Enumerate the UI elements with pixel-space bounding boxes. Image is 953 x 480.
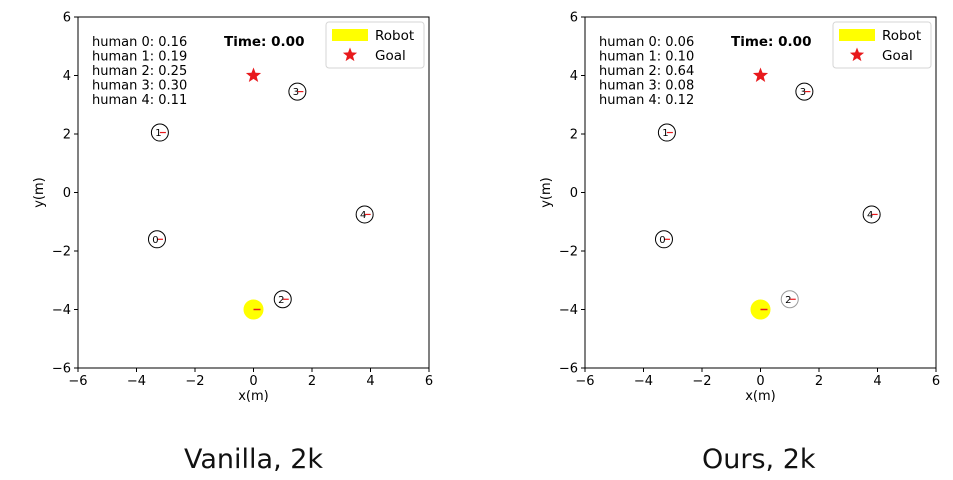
left-plot-panel: −6 −4 −2 0 2 4 6 −6 −4 −2 0 2 4 6 x(m) y(m) human 0: 0.1… (0, 0, 476, 420)
right-plot-svg: −6 −4 −2 0 2 4 6 −6 −4 −2 0 2 4 6 x(m) y(m) human 0: 0.0… (539, 11, 940, 405)
right-plot-panel: −6 −4 −2 0 2 4 6 −6 −4 −2 0 2 4 6 x(m) y(m) human 0: 0.0… (507, 0, 953, 420)
left-human-1-circle (150, 123, 169, 142)
right-human-value-4: human 4: 0.12 (599, 93, 694, 108)
right-human-0-circle (654, 230, 673, 249)
right-human-3-label: 3 (800, 87, 806, 98)
left-plot-caption: Vanilla, 2k (184, 444, 324, 475)
left-legend-goal-marker (342, 47, 358, 62)
right-x-tick-label: 6 (932, 374, 940, 389)
right-x-tick-label: 4 (873, 374, 881, 389)
right-human-1-circle (657, 123, 676, 142)
left-y-axis-title: y(m) (32, 177, 47, 208)
right-human-value-2: human 2: 0.64 (599, 64, 694, 79)
left-x-tick-label: 6 (425, 374, 433, 389)
left-x-tick-label: −6 (68, 374, 87, 389)
left-x-tick-label: 2 (308, 374, 316, 389)
right-y-tick-label: 6 (570, 11, 578, 26)
left-y-tick-label: 2 (63, 128, 71, 143)
right-time-label: Time: 0.00 (731, 34, 811, 50)
right-legend-goal-label: Goal (882, 48, 913, 64)
left-x-axis-title: x(m) (238, 389, 269, 404)
left-human-3-circle (288, 82, 307, 101)
right-human-2-label: 2 (785, 295, 791, 306)
left-x-tick-label: 0 (249, 374, 257, 389)
right-x-tick-label: −4 (634, 374, 653, 389)
left-human-value-1: human 1: 0.19 (92, 50, 187, 65)
right-plot-caption: Ours, 2k (702, 444, 816, 475)
left-legend-robot-swatch (332, 29, 368, 41)
left-human-0-label: 0 (152, 235, 158, 246)
right-human-0-label: 0 (659, 235, 665, 246)
left-human-value-2: human 2: 0.25 (92, 64, 187, 79)
left-human-value-0: human 0: 0.16 (92, 35, 187, 50)
left-human-4-circle (355, 205, 374, 224)
left-goal-star (245, 67, 262, 82)
right-human-value-3: human 3: 0.08 (599, 79, 694, 94)
left-y-tick-label: −2 (52, 245, 71, 260)
right-human-value-1: human 1: 0.10 (599, 50, 694, 65)
left-time-label: Time: 0.00 (224, 34, 304, 50)
right-y-tick-label: 4 (570, 69, 578, 84)
right-x-tick-label: −6 (575, 374, 594, 389)
left-x-tick-label: −2 (185, 374, 204, 389)
left-y-tick-label: −6 (52, 362, 71, 377)
left-x-tick-label: 4 (366, 374, 374, 389)
left-y-tick-label: 6 (63, 11, 71, 26)
left-x-tick-label: −4 (127, 374, 146, 389)
left-human-4-label: 4 (360, 210, 366, 221)
left-human-value-4: human 4: 0.11 (92, 93, 187, 108)
right-y-tick-label: −6 (559, 362, 578, 377)
right-legend-robot-label: Robot (882, 28, 921, 44)
left-legend-robot-label: Robot (375, 28, 414, 44)
right-x-tick-label: 0 (756, 374, 764, 389)
left-y-tick-label: 4 (63, 69, 71, 84)
left-y-tick-label: 0 (63, 186, 71, 201)
right-legend-robot-swatch (839, 29, 875, 41)
left-y-tick-label: −4 (52, 303, 71, 318)
right-x-tick-label: −2 (692, 374, 711, 389)
right-human-2-circle (780, 290, 799, 309)
right-y-tick-label: −4 (559, 303, 578, 318)
right-y-axis-title: y(m) (539, 177, 554, 208)
right-human-1-label: 1 (662, 128, 668, 139)
left-human-0-circle (147, 230, 166, 249)
right-x-axis-title: x(m) (745, 389, 776, 404)
right-y-tick-label: −2 (559, 245, 578, 260)
right-human-value-0: human 0: 0.06 (599, 35, 694, 50)
left-human-value-3: human 3: 0.30 (92, 79, 187, 94)
right-human-4-circle (862, 205, 881, 224)
left-human-3-label: 3 (293, 87, 299, 98)
right-legend-goal-marker (849, 47, 865, 62)
right-y-tick-label: 0 (570, 186, 578, 201)
right-human-3-circle (795, 82, 814, 101)
right-x-tick-label: 2 (815, 374, 823, 389)
left-human-2-circle (273, 290, 292, 309)
right-y-tick-label: 2 (570, 128, 578, 143)
left-human-2-label: 2 (278, 295, 284, 306)
right-human-4-label: 4 (867, 210, 873, 221)
left-human-1-label: 1 (155, 128, 161, 139)
right-goal-star (752, 67, 769, 82)
left-legend-goal-label: Goal (375, 48, 406, 64)
left-plot-svg: −6 −4 −2 0 2 4 6 −6 −4 −2 0 2 4 6 x(m) y(m) human 0: 0.1… (32, 11, 433, 405)
